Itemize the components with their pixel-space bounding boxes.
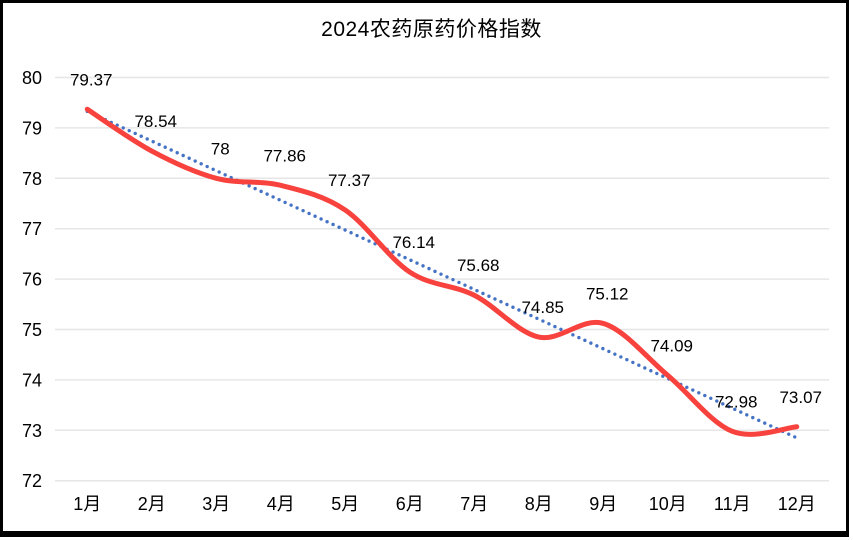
x-axis-category-label: 2月	[138, 494, 166, 514]
data-labels-group: 79.37 78.54 78 77.86 77.37 76.14 75.68 74.85 75.…	[70, 70, 822, 411]
x-axis-category-label: 4月	[267, 494, 295, 514]
x-axis-category-label: 9月	[589, 494, 617, 514]
x-axis-category-label: 1月	[73, 494, 101, 514]
data-label: 74.85	[521, 298, 564, 317]
data-label: 72.98	[715, 392, 758, 411]
y-axis-tick-label: 78	[22, 169, 42, 189]
y-axis-tick-label: 80	[22, 68, 42, 88]
x-axis-category-label: 7月	[460, 494, 488, 514]
y-axis-tick-label: 73	[22, 421, 42, 441]
y-axis-tick-label: 72	[22, 471, 42, 491]
y-axis-tick-label: 79	[22, 118, 42, 138]
gridlines-group	[55, 76, 829, 482]
x-axis-category-label: 6月	[396, 494, 424, 514]
data-label: 75.68	[457, 256, 500, 275]
data-label: 74.09	[650, 336, 693, 355]
trendline-dotted	[85, 109, 799, 440]
x-axis-category-label: 8月	[525, 494, 553, 514]
data-label: 77.86	[263, 146, 306, 165]
price-index-series-line	[84, 106, 800, 437]
data-label: 78.54	[134, 112, 177, 131]
y-axis-tick-labels: 80 79 78 77 76 75 74 73 72	[22, 68, 42, 491]
y-axis-tick-label: 75	[22, 320, 42, 340]
x-axis-category-labels: 1月 2月 3月 4月 5月 6月 7月 8月 9月 10月 11月 12月	[73, 494, 816, 514]
x-axis-category-label: 3月	[202, 494, 230, 514]
data-label: 77.37	[328, 171, 371, 190]
x-axis-category-label: 10月	[649, 494, 687, 514]
data-label: 75.12	[586, 284, 629, 303]
x-axis-category-label: 12月	[778, 494, 816, 514]
x-axis-category-label: 11月	[714, 494, 751, 514]
data-label: 73.07	[779, 388, 822, 407]
y-axis-tick-label: 77	[22, 219, 42, 239]
x-axis-category-label: 5月	[331, 494, 359, 514]
y-axis-tick-label: 74	[22, 370, 42, 390]
chart-title: 2024农药原药价格指数	[321, 18, 542, 41]
data-label: 78	[211, 139, 230, 158]
y-axis-tick-label: 76	[22, 270, 42, 290]
data-label: 79.37	[70, 70, 113, 89]
data-label: 76.14	[392, 233, 435, 252]
